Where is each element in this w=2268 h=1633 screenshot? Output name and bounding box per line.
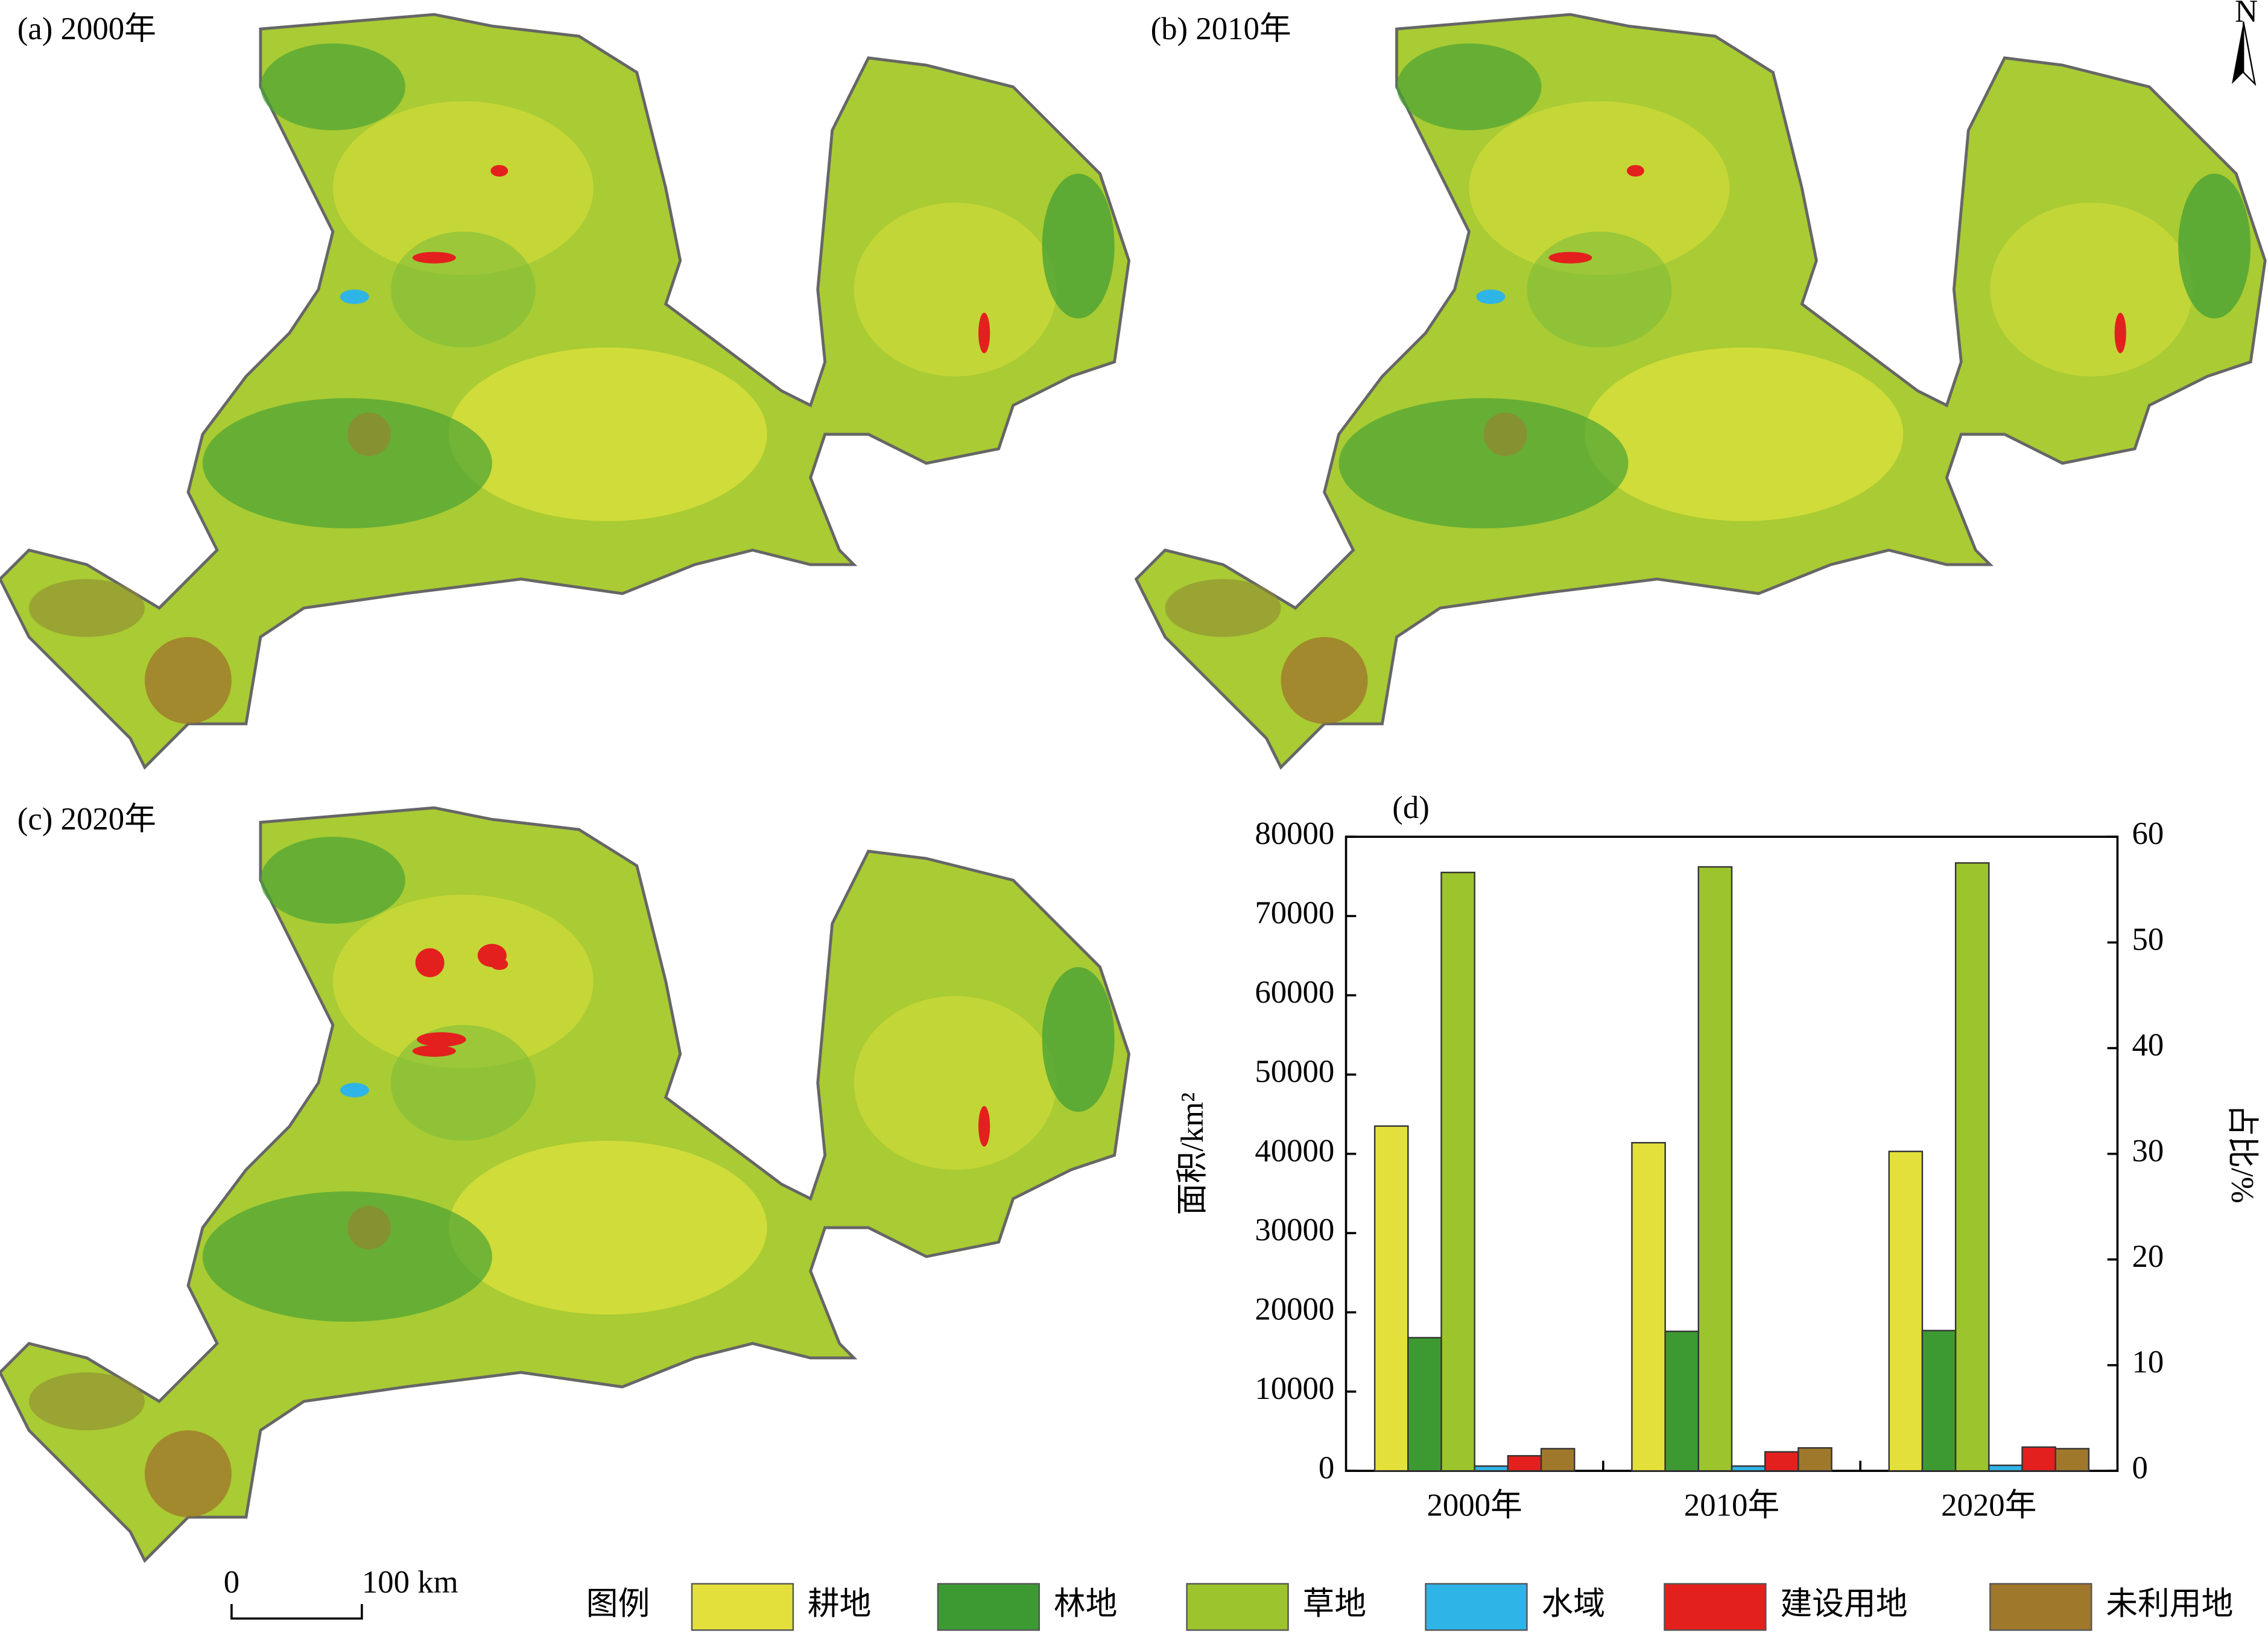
north-arrow: N [2232,0,2258,86]
bar [1697,866,1733,1472]
y-tick-label: 20000 [1255,1292,1334,1327]
legend-label: 耕地 [808,1587,872,1622]
legend-title: 图例 [586,1587,650,1622]
bar [1731,1465,1766,1472]
legend-swatch [691,1583,794,1631]
x-tick-label: 2010年 [1684,1488,1779,1523]
y-tick-label: 0 [1319,1450,1334,1485]
bar [1921,1330,1957,1472]
bar [1631,1142,1666,1472]
y2-axis-label: 占比/% [2225,1105,2260,1203]
legend-label: 水域 [1541,1587,1605,1622]
bar [1407,1337,1442,1472]
y-axis-label: 面积/km² [1175,1092,1210,1216]
bar [1373,1125,1409,1472]
map-label: (b) 2010年 [1151,11,1291,46]
y-tick-label: 80000 [1255,816,1334,851]
bar [1988,1464,2023,1472]
map-2020-built-up [415,943,507,1047]
map-2020 [0,808,1129,1561]
legend-swatch [1989,1583,2092,1631]
bar [1474,1465,1509,1472]
legend-label: 林地 [1054,1587,1118,1622]
y2-tick-label: 60 [2132,816,2164,851]
y2-tick-label: 30 [2132,1134,2164,1168]
y-tick-label: 30000 [1255,1213,1334,1248]
north-label: N [2235,0,2258,29]
bar [1798,1447,1832,1472]
y-tick-label: 10000 [1255,1371,1334,1406]
y2-tick-label: 10 [2132,1345,2164,1380]
bar [2054,1448,2090,1472]
scale-label: 100 km [362,1565,458,1600]
scale-label: 0 [224,1565,239,1600]
legend-swatch [937,1583,1041,1631]
y2-tick-label: 50 [2132,922,2164,957]
x-tick-label: 2020年 [1941,1488,2036,1523]
map-label: (a) 2000年 [17,11,156,46]
legend-swatch [1425,1583,1528,1631]
y-tick-label: 60000 [1255,975,1334,1010]
map-2000 [0,14,1129,767]
y2-tick-label: 40 [2132,1028,2164,1063]
bar [1764,1451,1799,1472]
y2-tick-label: 20 [2132,1239,2164,1274]
legend-label: 未利用地 [2106,1587,2233,1622]
legend-swatch [1186,1583,1289,1631]
y2-tick-label: 0 [2132,1450,2147,1485]
bar [2021,1446,2056,1472]
y-tick-label: 50000 [1255,1054,1334,1089]
y-tick-label: 40000 [1255,1134,1334,1168]
bar [1888,1150,1924,1472]
y-tick-label: 70000 [1255,896,1334,931]
bar [1507,1455,1542,1472]
scale-bar: 0 100 km [224,1565,458,1620]
bar [1664,1330,1700,1472]
bar [1440,872,1475,1472]
legend-label: 建设用地 [1780,1587,1907,1622]
x-tick-label: 2000年 [1427,1488,1522,1523]
bar [1954,862,1990,1472]
chart-title: (d) [1392,790,1430,825]
legend-swatch [1664,1583,1767,1631]
map-2010 [1136,14,2266,767]
bar [1540,1448,1576,1472]
legend-label: 草地 [1303,1587,1367,1622]
map-label: (c) 2020年 [17,802,156,837]
